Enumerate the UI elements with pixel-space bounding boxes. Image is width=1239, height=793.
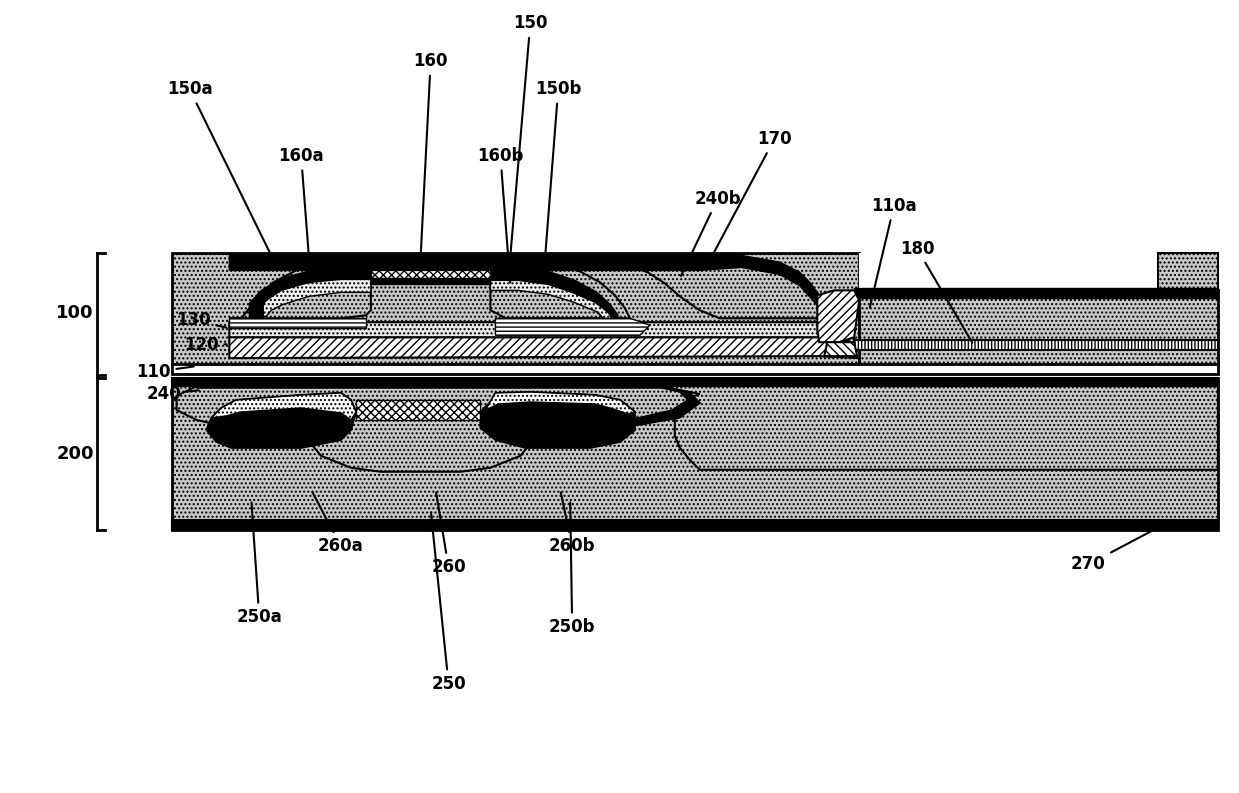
Text: 270: 270 xyxy=(1070,529,1156,573)
Polygon shape xyxy=(212,393,356,420)
Polygon shape xyxy=(229,337,859,358)
Polygon shape xyxy=(486,392,634,414)
Polygon shape xyxy=(854,340,1218,351)
Polygon shape xyxy=(197,386,700,432)
Text: 260: 260 xyxy=(431,492,466,577)
Text: 160: 160 xyxy=(414,52,449,253)
Polygon shape xyxy=(171,378,1218,530)
Polygon shape xyxy=(171,364,1218,374)
Polygon shape xyxy=(207,393,356,448)
Polygon shape xyxy=(700,255,818,305)
Polygon shape xyxy=(818,290,859,343)
Polygon shape xyxy=(491,262,629,318)
Text: 170: 170 xyxy=(711,130,792,258)
Text: 200: 200 xyxy=(56,445,94,463)
Polygon shape xyxy=(249,267,370,318)
Text: 100: 100 xyxy=(56,305,94,322)
Polygon shape xyxy=(496,318,650,335)
Text: 150b: 150b xyxy=(535,80,581,253)
Text: 250: 250 xyxy=(431,512,466,693)
Text: 120: 120 xyxy=(185,336,227,354)
Text: 150: 150 xyxy=(510,14,548,253)
Polygon shape xyxy=(263,279,370,316)
Text: 240b: 240b xyxy=(681,190,741,276)
Polygon shape xyxy=(859,252,1218,290)
Polygon shape xyxy=(481,392,634,448)
Polygon shape xyxy=(229,318,366,328)
Text: 250b: 250b xyxy=(549,503,596,636)
Text: 260a: 260a xyxy=(312,492,364,555)
Polygon shape xyxy=(491,267,618,318)
Text: 250a: 250a xyxy=(237,503,282,626)
Polygon shape xyxy=(171,378,1218,386)
Text: 130: 130 xyxy=(176,312,227,329)
Polygon shape xyxy=(229,262,370,318)
Text: 260b: 260b xyxy=(549,492,596,555)
Text: 160a: 160a xyxy=(279,147,323,282)
Polygon shape xyxy=(370,267,491,283)
Polygon shape xyxy=(370,278,491,285)
Polygon shape xyxy=(1158,252,1218,290)
Polygon shape xyxy=(229,255,740,270)
Polygon shape xyxy=(171,519,1218,530)
Polygon shape xyxy=(824,343,857,356)
Polygon shape xyxy=(624,255,819,318)
Text: 110a: 110a xyxy=(870,197,917,308)
Text: 160b: 160b xyxy=(477,147,524,282)
Polygon shape xyxy=(356,400,481,420)
Text: 110: 110 xyxy=(136,363,193,381)
Text: 150a: 150a xyxy=(167,80,270,253)
Polygon shape xyxy=(171,252,859,365)
Polygon shape xyxy=(229,322,854,338)
Polygon shape xyxy=(660,386,1218,469)
Text: 240: 240 xyxy=(146,385,198,403)
Text: 180: 180 xyxy=(900,239,973,343)
Polygon shape xyxy=(176,386,700,472)
Polygon shape xyxy=(859,290,1218,365)
Polygon shape xyxy=(491,281,612,318)
Polygon shape xyxy=(854,289,1218,298)
